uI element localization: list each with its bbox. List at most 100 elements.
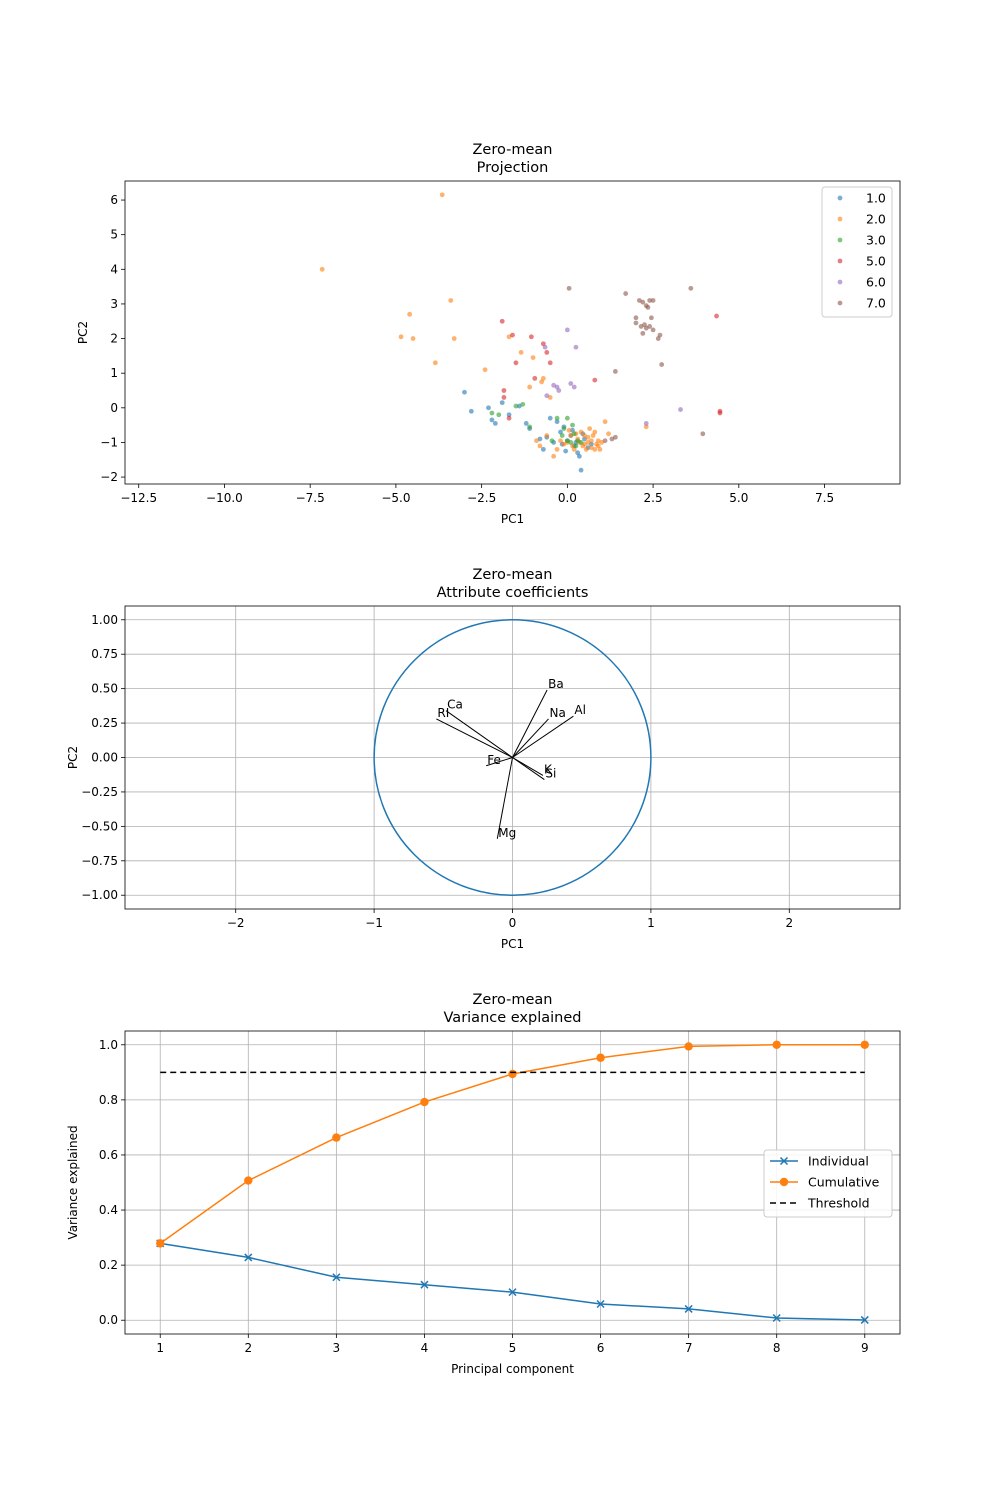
vector-label: Ca [447,698,463,712]
scatter-point [587,426,593,431]
loading-vector [496,757,513,839]
x-tick-label: 0.0 [558,491,577,505]
scatter-point [573,443,579,449]
x-tick-label: −1 [365,916,383,930]
y-tick-label: 0.0 [99,1313,118,1327]
legend-label: Cumulative [808,1175,880,1190]
scatter-point [451,336,457,341]
scatter-point [592,377,598,383]
y-tick-label: 1.00 [91,613,118,627]
scatter-point [606,431,611,437]
scatter-point [501,395,507,400]
y-tick-label: 0.8 [99,1093,118,1107]
data-point [596,1053,605,1062]
scatter-point [633,315,639,321]
x-tick-label: 5.0 [729,491,748,505]
data-point [860,1315,869,1324]
legend-marker [837,279,843,285]
scatter-point [462,389,467,395]
y-tick-label: 0.6 [99,1148,118,1162]
scatter-point [540,446,546,452]
chart-title: Zero-mean [473,142,553,158]
data-point [860,1040,869,1049]
x-tick-label: −2.5 [467,491,496,505]
data-point [420,1280,429,1289]
scatter-point [648,315,654,321]
y-tick-label: 5 [110,228,118,242]
data-point [332,1273,341,1282]
scatter-point [578,429,584,435]
scatter-point [647,298,653,303]
scatter-point [530,355,536,361]
scatter-point [496,412,502,418]
scatter-point [566,285,572,291]
legend-marker [837,216,843,222]
y-tick-label: −2 [100,470,118,484]
scatter-point [554,446,560,452]
chart-panel-2: Zero-mean Attribute coefficients −2 −1 0 1 2 −1… [66,567,901,951]
legend-label: 3.0 [866,233,886,248]
legend-marker [837,237,843,243]
scatter-point [678,407,683,412]
scatter-point [558,438,563,444]
scatter-point [549,438,555,444]
y-tick-label: 0.25 [91,716,118,730]
x-tick-label: 7.5 [815,491,834,505]
y-tick-label: −1.00 [81,888,118,902]
x-tick-label: 5 [509,1341,517,1355]
scatter-point [398,334,404,340]
scatter-point [585,440,591,445]
scatter-point [556,388,562,393]
scatter-point [578,440,584,445]
y-tick-label: −0.50 [81,819,118,833]
legend-label: 5.0 [866,254,886,269]
y-tick-label: 1 [110,366,118,380]
plot-frame [124,605,901,910]
y-tick-label: 0.00 [91,751,118,765]
vector-label: RI [437,706,449,720]
chart-subtitle: Variance explained [444,1010,582,1026]
legend-label: 6.0 [866,275,886,290]
scatter-point [582,433,587,438]
legend-label: 2.0 [866,212,886,227]
scatter-point [609,436,615,442]
chart-title: Zero-mean [473,567,553,583]
data-point [772,1313,781,1323]
data-point [684,1304,693,1313]
scatter-point [527,424,533,430]
vector-label: Na [549,706,565,720]
data-point [508,1288,517,1297]
legend-marker [779,1156,789,1166]
scatter-point [568,440,574,445]
scatter-point [655,336,661,341]
scatter-point [513,403,519,409]
scatter-point [714,313,719,319]
x-tick-label: 2.5 [644,491,663,505]
scatter-point [410,336,416,341]
data-point [596,1299,605,1309]
data-point [332,1133,341,1142]
scatter-point [542,344,548,350]
y-tick-label: 0.4 [99,1203,118,1217]
scatter-point [532,375,538,381]
scatter-point [551,453,557,459]
scatter-point [544,350,550,355]
scatter-point [568,381,574,386]
data-point [772,1040,781,1049]
loading-vector [445,710,513,758]
line-series [156,1040,869,1324]
scatter-point [432,360,438,366]
scatter-point [537,443,543,449]
chart-subtitle: Attribute coefficients [437,585,589,601]
scatter-point [534,438,539,444]
scatter-point [647,324,653,329]
scatter-point [520,401,526,407]
legend-label: 1.0 [866,191,886,206]
scatter-point [468,408,474,414]
y-tick-label: 0 [110,401,118,415]
legend: Individual Cumulative Threshold [763,1149,893,1218]
scatter-point [518,350,524,355]
scatter-point [510,332,515,338]
scatter-point [540,375,546,381]
